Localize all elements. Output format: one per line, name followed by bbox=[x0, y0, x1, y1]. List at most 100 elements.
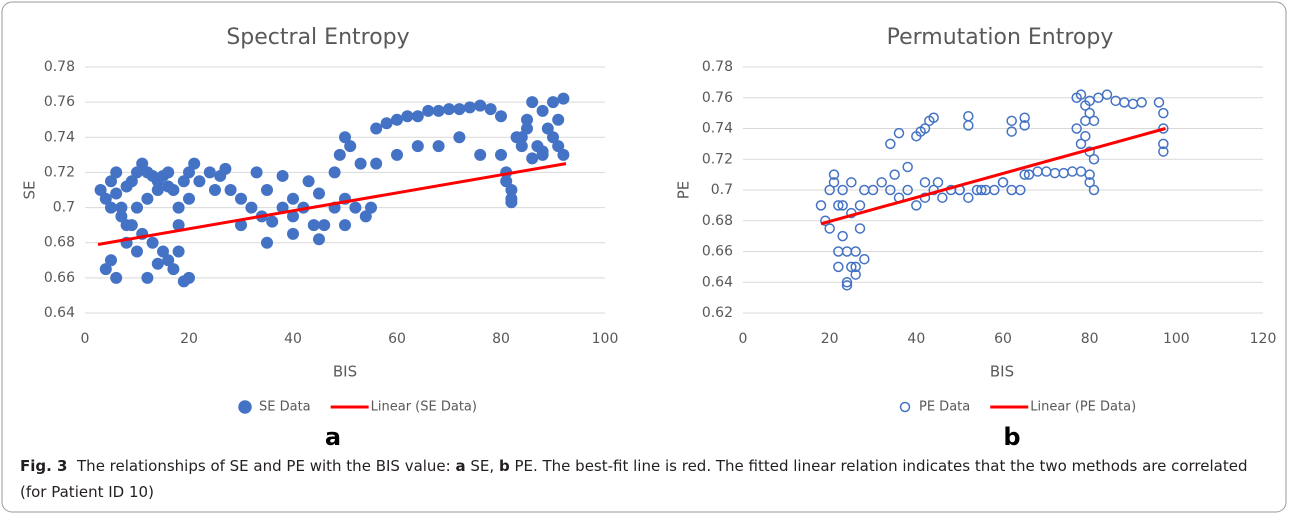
data-point bbox=[276, 169, 289, 182]
data-point bbox=[1075, 166, 1087, 177]
x-tick-label: 20 bbox=[180, 331, 198, 347]
data-point bbox=[287, 227, 299, 240]
data-point bbox=[837, 184, 848, 196]
data-point bbox=[500, 175, 513, 188]
data-point bbox=[162, 254, 175, 267]
legend-label: PE Data bbox=[919, 400, 970, 415]
y-tick-label: 0.7 bbox=[53, 200, 75, 216]
data-point bbox=[313, 233, 325, 246]
data-point bbox=[846, 177, 857, 188]
data-point bbox=[963, 110, 974, 122]
data-point bbox=[110, 271, 123, 284]
data-point bbox=[167, 263, 180, 276]
data-point bbox=[1049, 167, 1061, 179]
data-point bbox=[557, 148, 570, 161]
y-tick-label: 0.74 bbox=[44, 129, 75, 145]
data-point bbox=[432, 140, 445, 153]
data-point bbox=[1158, 123, 1169, 134]
data-point bbox=[557, 92, 570, 105]
data-point bbox=[1136, 97, 1147, 108]
data-point bbox=[837, 230, 848, 242]
data-point bbox=[547, 131, 559, 144]
data-point bbox=[526, 96, 539, 109]
y-tick-label: 0.62 bbox=[702, 305, 733, 321]
data-point bbox=[928, 112, 939, 123]
data-point bbox=[370, 122, 383, 135]
data-point bbox=[963, 120, 974, 131]
data-point bbox=[99, 192, 112, 205]
data-point bbox=[1084, 177, 1095, 188]
data-point bbox=[1019, 120, 1030, 131]
data-point bbox=[1101, 89, 1113, 100]
x-tick-label: 120 bbox=[1250, 331, 1277, 347]
data-point bbox=[151, 184, 164, 196]
data-point bbox=[250, 166, 263, 179]
data-point bbox=[157, 245, 169, 258]
data-point bbox=[110, 166, 123, 179]
data-point bbox=[859, 253, 870, 265]
legend-marker bbox=[899, 401, 911, 413]
data-point bbox=[889, 169, 900, 180]
data-point bbox=[837, 200, 848, 211]
data-point bbox=[989, 184, 1000, 196]
data-point bbox=[354, 157, 367, 170]
data-point bbox=[172, 219, 185, 232]
y-tick-label: 0.7 bbox=[711, 182, 733, 198]
caption-text: PE. The best-fit line is red. The fitted… bbox=[20, 457, 1253, 501]
data-point bbox=[1006, 115, 1017, 127]
data-point bbox=[850, 261, 861, 273]
data-point bbox=[505, 184, 518, 196]
data-point bbox=[547, 96, 559, 109]
data-point bbox=[841, 280, 853, 291]
x-tick-label: 60 bbox=[388, 331, 406, 347]
data-point bbox=[177, 275, 190, 288]
caption-text: The relationships of SE and PE with the … bbox=[67, 457, 456, 475]
data-point bbox=[552, 113, 565, 126]
data-point bbox=[1080, 130, 1091, 142]
data-point bbox=[1075, 89, 1087, 100]
data-point bbox=[1127, 98, 1139, 110]
data-point bbox=[911, 200, 922, 211]
data-point bbox=[131, 245, 143, 258]
data-point bbox=[183, 192, 195, 205]
caption-text: Fig. 3 bbox=[20, 457, 68, 475]
legend-label: Linear (SE Data) bbox=[371, 400, 477, 415]
data-point bbox=[115, 201, 128, 214]
data-point bbox=[932, 177, 944, 188]
data-point bbox=[370, 157, 383, 170]
data-point bbox=[177, 175, 190, 188]
fit-line bbox=[97, 162, 567, 246]
x-tick-label: 80 bbox=[492, 331, 510, 347]
data-point bbox=[453, 103, 466, 116]
x-tick-label: 20 bbox=[821, 331, 839, 347]
x-tick-label: 100 bbox=[1163, 331, 1190, 347]
data-point bbox=[1067, 166, 1078, 177]
data-point bbox=[339, 219, 351, 232]
y-tick-label: 0.66 bbox=[702, 244, 733, 260]
data-point bbox=[1015, 184, 1026, 196]
data-point bbox=[235, 219, 247, 232]
data-point bbox=[824, 223, 835, 234]
data-point bbox=[162, 166, 175, 179]
data-point bbox=[391, 113, 403, 126]
data-point bbox=[302, 175, 315, 188]
y-tick-label: 0.64 bbox=[44, 305, 75, 321]
data-point bbox=[99, 263, 112, 276]
data-point bbox=[515, 140, 528, 153]
data-point bbox=[1019, 112, 1030, 123]
data-point bbox=[833, 246, 844, 257]
data-point bbox=[1088, 154, 1100, 165]
data-point bbox=[521, 122, 533, 135]
data-point bbox=[495, 110, 507, 123]
caption-text: SE, bbox=[465, 457, 499, 475]
data-point bbox=[505, 196, 518, 209]
y-tick-label: 0.78 bbox=[44, 59, 75, 75]
data-point bbox=[172, 245, 185, 258]
data-point bbox=[105, 201, 117, 214]
data-point bbox=[432, 104, 445, 117]
data-point bbox=[193, 175, 206, 188]
data-point bbox=[359, 210, 372, 223]
